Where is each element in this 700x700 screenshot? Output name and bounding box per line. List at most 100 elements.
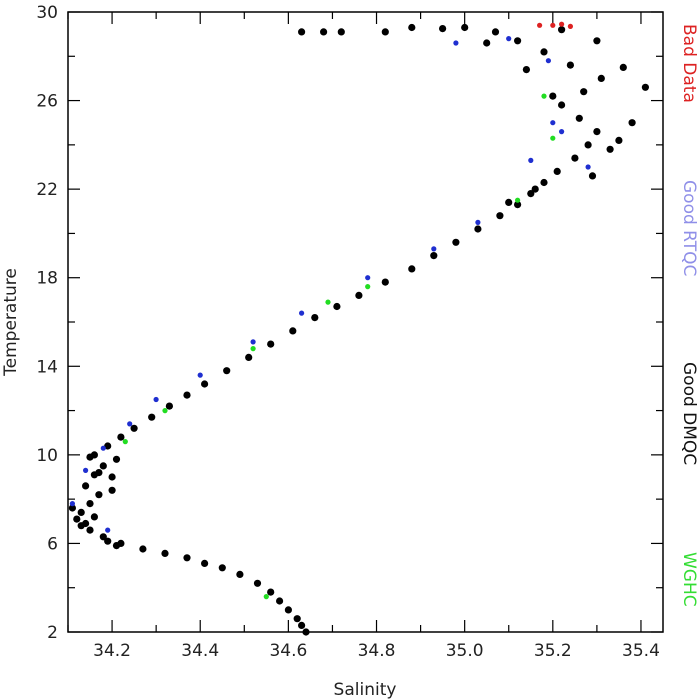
x-tick-label: 35.4 <box>622 641 660 661</box>
point-good-dmqc <box>293 615 301 623</box>
legend-good-dmqc: Good DMQC <box>679 362 699 465</box>
legend-bad-data: Bad Data <box>679 24 699 103</box>
point-bad-data <box>550 22 556 28</box>
point-wghc <box>541 93 547 99</box>
point-good-dmqc <box>558 26 566 34</box>
point-good-rtqc <box>453 40 459 46</box>
point-good-dmqc <box>593 128 601 136</box>
point-good-dmqc <box>566 61 575 69</box>
point-good-rtqc <box>299 310 305 316</box>
point-wghc <box>162 408 168 414</box>
point-good-rtqc <box>528 157 534 163</box>
point-good-dmqc <box>615 136 623 144</box>
point-good-dmqc <box>628 119 636 127</box>
point-good-dmqc <box>381 28 389 36</box>
point-good-dmqc <box>90 451 98 459</box>
axis-ticks: 34.2 34.4 34.6 34.8 35.0 35.2 35.4261014182226… <box>36 3 663 661</box>
point-good-dmqc <box>298 621 306 630</box>
point-wghc <box>365 284 371 290</box>
data-points <box>68 21 650 636</box>
point-wghc <box>325 299 331 305</box>
point-wghc <box>263 594 269 600</box>
point-good-dmqc <box>522 66 531 74</box>
point-good-dmqc <box>452 238 460 246</box>
point-bad-data <box>567 23 574 29</box>
point-good-dmqc <box>355 291 363 299</box>
point-good-dmqc <box>82 482 90 490</box>
point-good-dmqc <box>161 549 169 558</box>
point-good-dmqc <box>104 537 112 545</box>
point-good-dmqc <box>430 252 438 260</box>
point-good-rtqc <box>585 164 591 170</box>
y-tick-label: 6 <box>47 534 58 554</box>
point-good-dmqc <box>619 63 627 71</box>
point-good-dmqc <box>597 74 605 82</box>
point-good-dmqc <box>439 25 447 33</box>
point-good-dmqc <box>580 88 588 96</box>
point-good-dmqc <box>95 491 103 499</box>
point-good-rtqc <box>431 246 437 252</box>
x-tick-label: 34.4 <box>181 641 219 661</box>
x-tick-label: 35.2 <box>534 641 572 661</box>
point-good-rtqc <box>250 339 256 345</box>
point-good-dmqc <box>267 588 275 596</box>
point-good-dmqc <box>139 545 147 553</box>
point-good-dmqc <box>320 28 328 36</box>
point-good-dmqc <box>584 141 592 149</box>
x-tick-label: 34.6 <box>269 641 307 661</box>
point-good-rtqc <box>545 58 552 64</box>
y-axis-label: Temperature <box>1 268 21 377</box>
point-good-dmqc <box>606 145 614 153</box>
point-good-dmqc <box>130 424 138 432</box>
legend-wghc: WGHC <box>679 552 699 607</box>
point-good-dmqc <box>558 101 566 109</box>
point-good-dmqc <box>99 533 107 541</box>
point-good-dmqc <box>104 442 112 450</box>
point-wghc <box>250 346 256 352</box>
point-good-dmqc <box>527 190 535 198</box>
y-tick-label: 22 <box>36 180 58 200</box>
point-good-dmqc <box>298 28 306 36</box>
point-wghc <box>122 439 128 445</box>
point-good-dmqc <box>593 37 601 45</box>
point-good-dmqc <box>337 28 345 36</box>
y-tick-label: 2 <box>47 623 58 643</box>
point-good-dmqc <box>183 554 191 562</box>
point-good-dmqc <box>381 278 389 286</box>
plot-frame <box>67 11 664 633</box>
point-good-rtqc <box>506 36 512 42</box>
y-tick-label: 26 <box>36 92 58 112</box>
point-good-dmqc <box>571 154 579 162</box>
point-good-rtqc <box>153 396 159 403</box>
point-good-dmqc <box>461 23 469 32</box>
point-good-dmqc <box>588 172 597 180</box>
y-tick-label: 14 <box>36 357 58 377</box>
x-tick-label: 35.0 <box>446 641 484 661</box>
point-good-rtqc <box>100 445 106 451</box>
point-good-dmqc <box>201 559 209 568</box>
point-good-dmqc <box>99 462 107 470</box>
point-bad-data <box>537 22 543 28</box>
point-good-dmqc <box>201 380 209 388</box>
x-axis-label: Salinity <box>334 680 397 700</box>
point-wghc <box>515 197 521 203</box>
point-good-dmqc <box>289 327 297 335</box>
point-good-dmqc <box>68 504 76 512</box>
point-good-rtqc <box>127 421 133 427</box>
point-good-rtqc <box>83 467 89 473</box>
point-good-dmqc <box>73 515 81 523</box>
point-good-rtqc <box>475 219 481 225</box>
point-good-dmqc <box>276 597 284 605</box>
point-good-dmqc <box>641 83 650 91</box>
point-good-dmqc <box>95 469 103 477</box>
point-good-dmqc <box>223 367 231 375</box>
point-good-dmqc <box>77 522 85 530</box>
point-good-dmqc <box>540 48 548 56</box>
point-good-dmqc <box>117 433 125 441</box>
point-good-dmqc <box>514 37 522 45</box>
point-good-rtqc <box>105 527 111 533</box>
point-good-dmqc <box>267 340 275 348</box>
point-good-dmqc <box>253 579 262 587</box>
point-good-dmqc <box>514 201 522 209</box>
